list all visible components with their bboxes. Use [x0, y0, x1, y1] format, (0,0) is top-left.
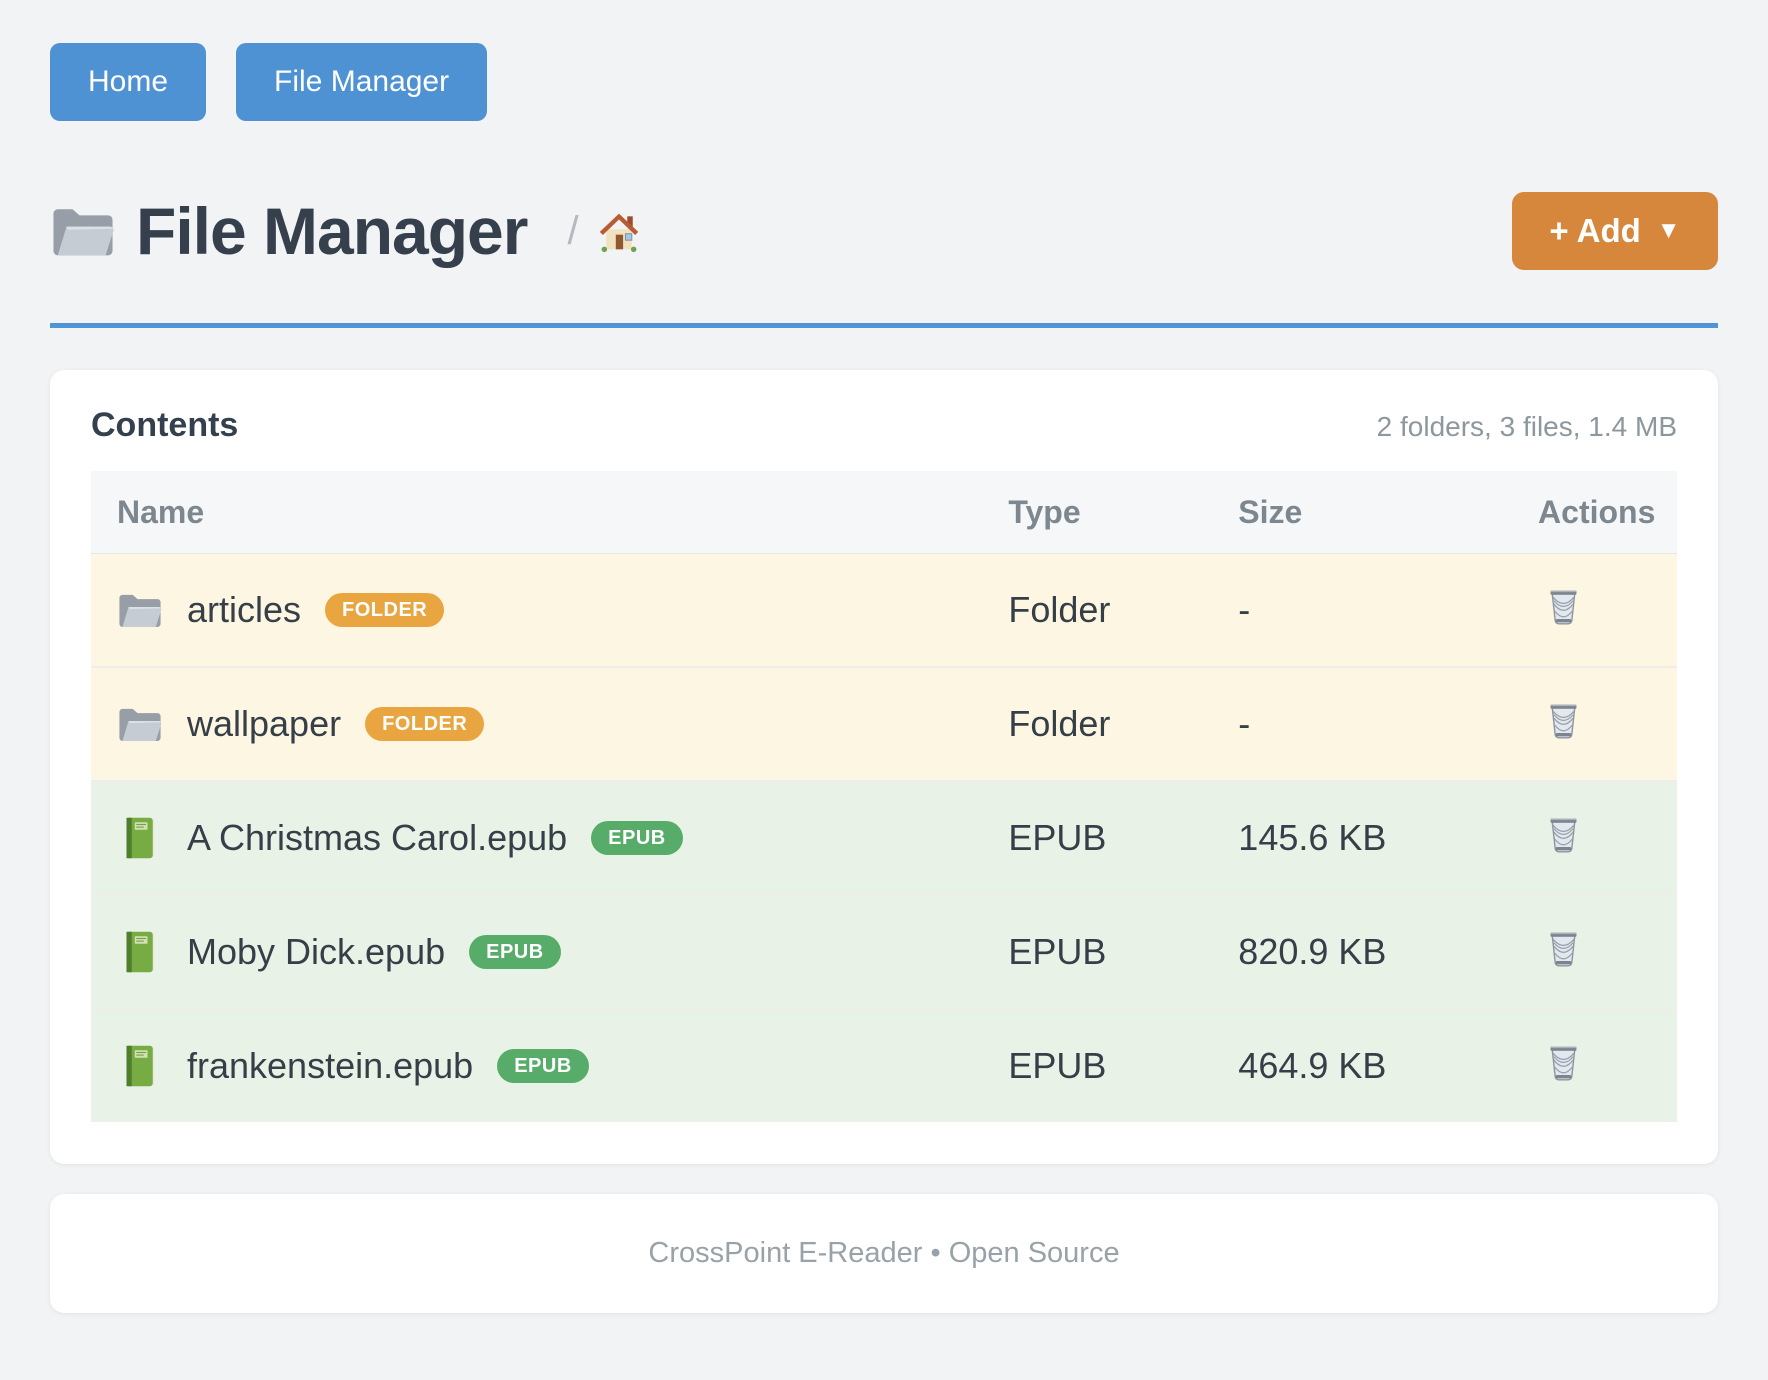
entry-size: -: [1212, 553, 1513, 667]
contents-title: Contents: [91, 406, 239, 444]
entry-name[interactable]: wallpaper: [187, 703, 342, 744]
contents-card: Contents 2 folders, 3 files, 1.4 MB Name…: [50, 370, 1718, 1164]
type-badge: FOLDER: [325, 593, 445, 627]
entry-name[interactable]: articles: [187, 589, 302, 630]
trash-icon: [1546, 587, 1581, 625]
trash-icon: [1546, 701, 1581, 739]
trash-icon: [1546, 929, 1581, 967]
trash-icon: [1546, 815, 1581, 853]
entry-size: 145.6 KB: [1212, 780, 1513, 895]
entry-type: Folder: [982, 666, 1213, 781]
page-header: File Manager / + Add ▼: [50, 185, 1718, 277]
title-divider: [50, 323, 1718, 328]
table-row: Moby Dick.epub EPUB EPUB 820.9 KB: [91, 894, 1677, 1009]
table-row: wallpaper FOLDER Folder -: [91, 666, 1677, 781]
file-manager-nav-button[interactable]: File Manager: [236, 43, 488, 121]
entry-name[interactable]: A Christmas Carol.epub: [187, 817, 568, 858]
entry-name[interactable]: Moby Dick.epub: [187, 931, 446, 972]
book-icon: [117, 817, 163, 859]
footer-text: CrossPoint E-Reader • Open Source: [648, 1237, 1120, 1269]
contents-card-header: Contents 2 folders, 3 files, 1.4 MB: [91, 406, 1677, 445]
table-row: frankenstein.epub EPUB EPUB 464.9 KB: [91, 1008, 1677, 1122]
entry-type: EPUB: [982, 780, 1213, 895]
file-table: Name Type Size Actions articles FOLDER F…: [91, 471, 1677, 1122]
column-header-actions: Actions: [1512, 471, 1677, 554]
add-button[interactable]: + Add ▼: [1512, 192, 1718, 270]
column-header-type: Type: [982, 471, 1213, 554]
table-row: A Christmas Carol.epub EPUB EPUB 145.6 K…: [91, 780, 1677, 895]
chevron-down-icon: ▼: [1656, 217, 1681, 244]
page-title: File Manager: [136, 194, 528, 268]
entry-type: EPUB: [982, 894, 1213, 1009]
folder-icon: [117, 703, 163, 745]
entry-type: Folder: [982, 553, 1213, 667]
open-folder-icon: [50, 201, 116, 261]
table-header-row: Name Type Size Actions: [91, 471, 1677, 554]
entry-size: 820.9 KB: [1212, 894, 1513, 1009]
type-badge: EPUB: [469, 935, 561, 969]
breadcrumb-separator: /: [567, 208, 579, 253]
entry-name[interactable]: frankenstein.epub: [187, 1045, 474, 1086]
delete-button[interactable]: [1546, 587, 1581, 625]
entry-size: -: [1212, 666, 1513, 781]
type-badge: EPUB: [591, 821, 683, 855]
contents-summary: 2 folders, 3 files, 1.4 MB: [1376, 411, 1677, 442]
delete-button[interactable]: [1546, 815, 1581, 853]
column-header-name: Name: [91, 471, 983, 554]
book-icon: [117, 931, 163, 973]
type-badge: EPUB: [497, 1049, 589, 1083]
table-row: articles FOLDER Folder -: [91, 553, 1677, 667]
delete-button[interactable]: [1546, 701, 1581, 739]
entry-size: 464.9 KB: [1212, 1008, 1513, 1122]
entry-type: EPUB: [982, 1008, 1213, 1122]
home-nav-button[interactable]: Home: [50, 43, 207, 121]
column-header-size: Size: [1212, 471, 1513, 554]
house-icon[interactable]: [597, 209, 641, 253]
book-icon: [117, 1045, 163, 1087]
delete-button[interactable]: [1546, 1043, 1581, 1081]
delete-button[interactable]: [1546, 929, 1581, 967]
trash-icon: [1546, 1043, 1581, 1081]
type-badge: FOLDER: [365, 707, 485, 741]
top-nav: Home File Manager: [0, 0, 1768, 121]
add-button-label: + Add: [1549, 212, 1641, 249]
folder-icon: [117, 589, 163, 631]
footer-card: CrossPoint E-Reader • Open Source: [50, 1194, 1718, 1313]
